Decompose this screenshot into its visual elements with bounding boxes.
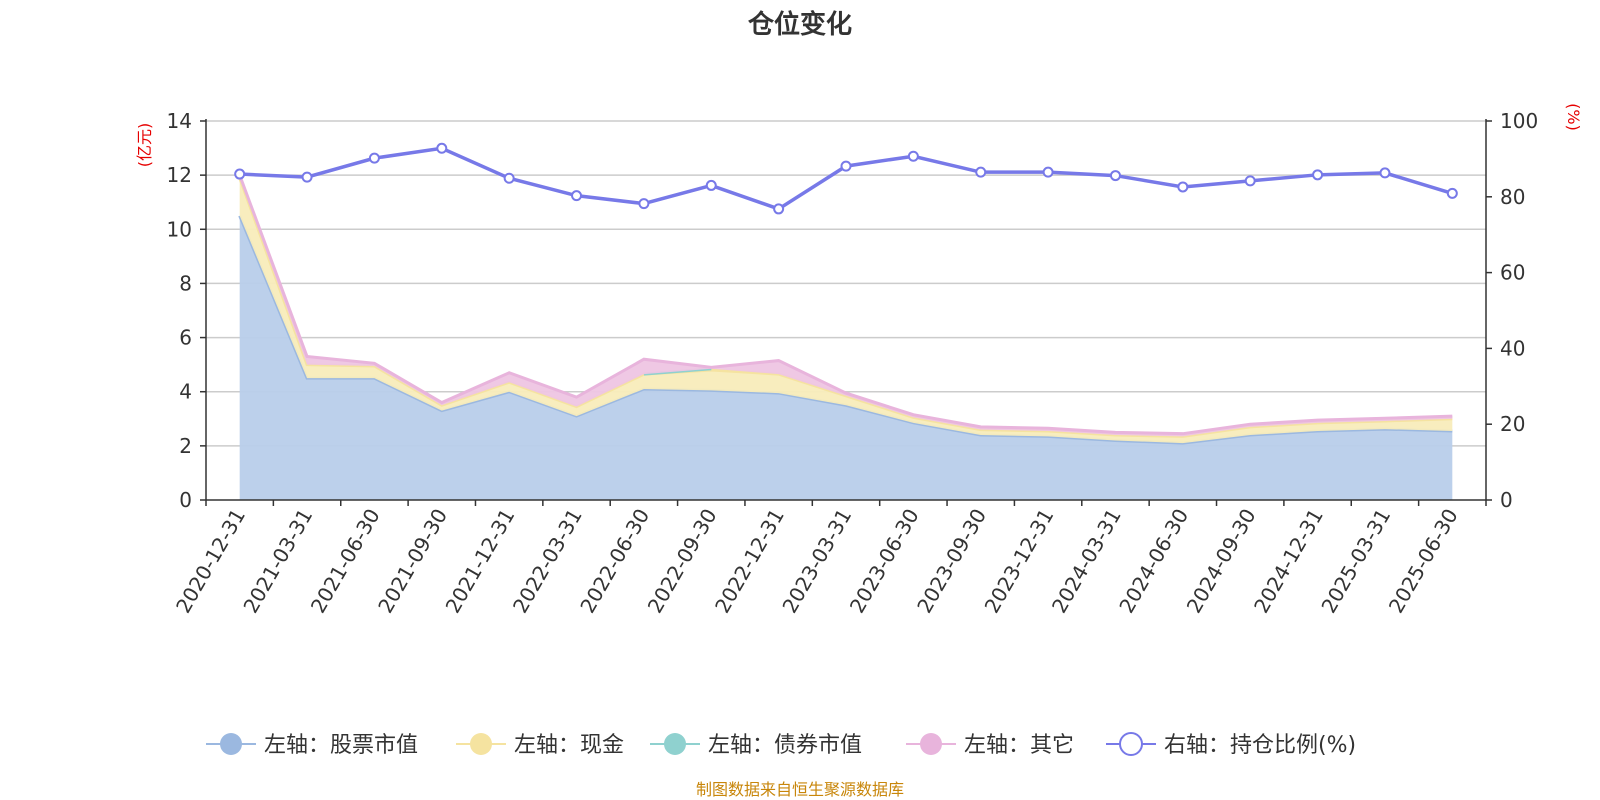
left-tick-label: 12	[167, 163, 192, 187]
right-tick-label: 100	[1500, 109, 1538, 133]
area-line	[643, 367, 712, 376]
legend: 左轴：股票市值 左轴：现金 左轴：债券市值 左轴：其它 右轴：持仓比例(%)	[206, 732, 1356, 758]
x-tick-label: 2021-12-31	[441, 505, 520, 618]
area-line	[238, 174, 1453, 436]
legend-marker	[1119, 732, 1143, 756]
x-tick-label: 2022-06-30	[575, 505, 654, 618]
ratio-point	[1379, 167, 1391, 179]
x-tick-label: 2024-12-31	[1249, 505, 1328, 618]
right-tick-label: 80	[1500, 185, 1525, 209]
legend-label: 左轴：现金	[514, 733, 624, 758]
ratio-point	[1177, 181, 1189, 193]
x-tick-label: 2021-06-30	[306, 505, 385, 618]
right-tick-label: 40	[1500, 336, 1525, 360]
legend-marker	[920, 733, 942, 755]
left-axis-unit: (亿元)	[135, 123, 154, 168]
x-tick-label: 2023-06-30	[845, 505, 924, 618]
ratio-point	[503, 172, 515, 184]
right-axis-unit: (%)	[1564, 103, 1583, 131]
ratio-point	[840, 160, 852, 172]
legend-label: 左轴：债券市值	[708, 733, 862, 758]
legend-marker	[470, 733, 492, 755]
right-tick-label: 20	[1500, 412, 1525, 436]
x-tick-label: 2022-03-31	[508, 505, 587, 618]
left-tick-label: 0	[179, 488, 192, 512]
ratio-point	[1244, 175, 1256, 187]
legend-label: 左轴：其它	[964, 733, 1074, 758]
x-tick-label: 2020-12-31	[171, 505, 250, 618]
ratio-point	[773, 203, 785, 215]
x-tick-label: 2023-09-30	[912, 505, 991, 618]
x-tick-label: 2024-09-30	[1182, 505, 1261, 618]
x-tick-label: 2022-09-30	[643, 505, 722, 618]
legend-label: 左轴：股票市值	[264, 733, 418, 758]
ratio-point	[907, 150, 919, 162]
ratio-point	[571, 190, 583, 202]
chart-title: 仓位变化	[747, 10, 852, 40]
left-tick-label: 10	[167, 217, 192, 241]
x-tick-label: 2023-03-31	[777, 505, 856, 618]
left-tick-label: 6	[179, 326, 192, 350]
ratio-line-series	[234, 142, 1458, 215]
data-source-note: 制图数据来自恒生聚源数据库	[695, 780, 904, 799]
ratio-point	[1042, 166, 1054, 178]
x-tick-label: 2022-12-31	[710, 505, 789, 618]
ratio-point	[705, 179, 717, 191]
x-tick-label: 2021-03-31	[238, 505, 317, 618]
left-tick-label: 8	[179, 271, 192, 295]
ratio-point	[436, 142, 448, 154]
ratio-point	[1109, 170, 1121, 182]
right-tick-label: 60	[1500, 261, 1525, 285]
ratio-line	[239, 146, 1453, 211]
x-tick-label: 2025-06-30	[1384, 505, 1463, 618]
ratio-point	[234, 168, 246, 180]
ratio-point	[1446, 187, 1458, 199]
area-fill	[239, 215, 1453, 500]
ratio-point	[368, 152, 380, 164]
legend-marker	[664, 733, 686, 755]
ratio-point	[638, 198, 650, 210]
x-tick-label: 2025-03-31	[1316, 505, 1395, 618]
left-tick-label: 2	[179, 434, 192, 458]
legend-label: 右轴：持仓比例(%)	[1164, 733, 1356, 758]
x-tick-label: 2024-03-31	[1047, 505, 1126, 618]
legend-marker	[220, 733, 242, 755]
area-series	[238, 174, 1453, 500]
x-tick-label: 2023-12-31	[980, 505, 1059, 618]
left-tick-label: 14	[167, 109, 192, 133]
right-tick-label: 0	[1500, 488, 1513, 512]
x-tick-label: 2021-09-30	[373, 504, 452, 617]
left-tick-label: 4	[179, 380, 192, 404]
x-tick-label: 2024-06-30	[1114, 505, 1193, 618]
ratio-point	[301, 171, 313, 183]
ratio-point	[1312, 169, 1324, 181]
ratio-point	[975, 166, 987, 178]
